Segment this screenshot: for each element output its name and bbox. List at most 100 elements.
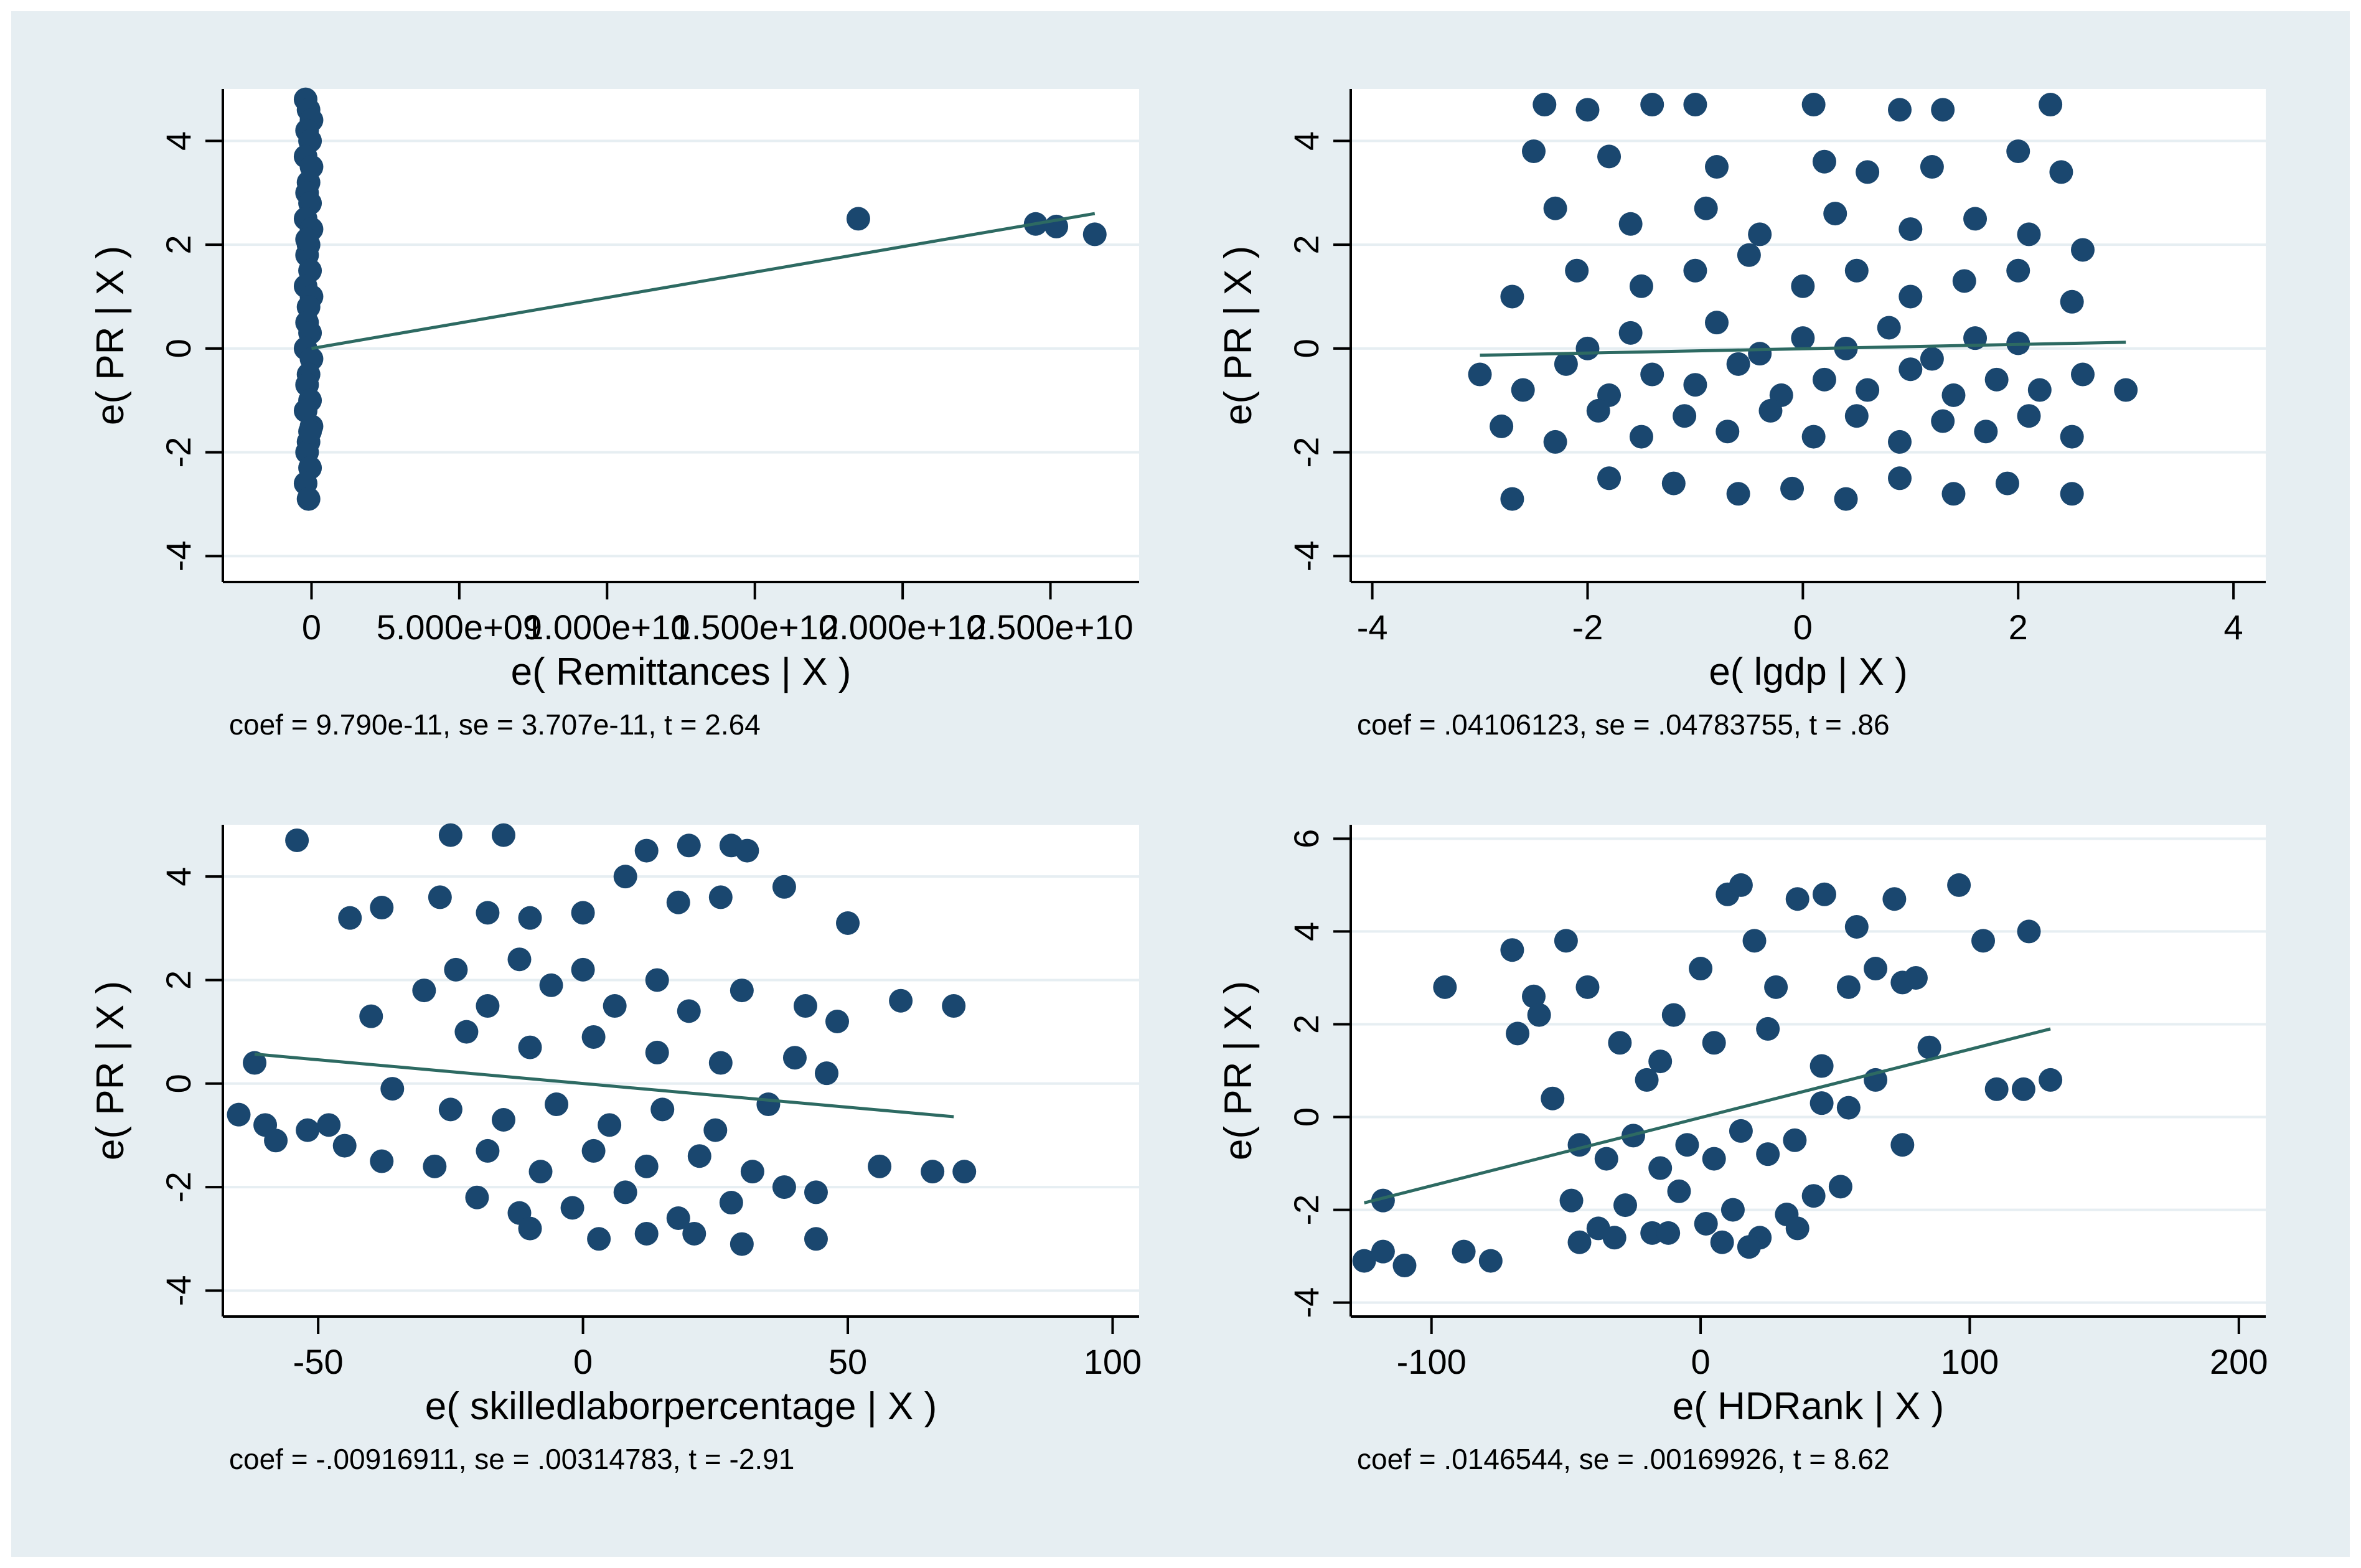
data-point <box>1995 471 2019 495</box>
data-point <box>1888 430 1912 454</box>
data-point <box>1931 409 1955 433</box>
data-point <box>412 979 436 1003</box>
data-point <box>2039 93 2063 117</box>
data-point <box>1941 482 1966 506</box>
data-point <box>2114 378 2138 402</box>
x-tick-label: 1.000e+10 <box>524 608 690 647</box>
y-ticks: -4 -2 0 2 4 <box>159 131 223 571</box>
data-point <box>1702 1031 1726 1055</box>
data-point <box>2017 222 2041 246</box>
regression-note: coef = .04106123, se = .04783755, t = .8… <box>1357 708 1890 741</box>
data-point <box>1478 1249 1503 1273</box>
fit-line <box>1480 340 2126 357</box>
data-point <box>1903 965 1928 990</box>
data-point <box>545 1092 569 1117</box>
x-tick-label: 5.000e+09 <box>377 608 542 647</box>
y-ticks: -4 -2 0 2 4 <box>1287 131 1351 571</box>
data-point <box>581 1138 606 1163</box>
data-point <box>1783 1128 1807 1152</box>
data-point <box>1888 98 1912 122</box>
y-tick-label: -4 <box>159 540 198 571</box>
data-point <box>1554 929 1578 953</box>
data-point <box>825 1010 850 1033</box>
data-point <box>518 1035 542 1059</box>
x-ticks: -50 0 50 100 <box>293 1317 1142 1381</box>
data-point <box>1920 347 1944 371</box>
x-axis-title: e( HDRank | X ) <box>1673 1385 1944 1428</box>
data-point <box>491 1108 515 1132</box>
data-point <box>296 1118 320 1142</box>
y-tick-label: -2 <box>1287 1195 1326 1226</box>
x-tick-label: 1.500e+10 <box>672 608 838 647</box>
data-point <box>921 1160 945 1184</box>
data-point <box>1952 269 1976 293</box>
data-point <box>1899 284 1923 309</box>
data-point <box>380 1077 405 1101</box>
data-point <box>476 901 500 925</box>
data-point <box>1490 414 1514 438</box>
data-point <box>1984 367 2009 392</box>
data-point <box>1791 274 1815 298</box>
data-point <box>438 823 462 847</box>
data-point <box>1710 1230 1734 1254</box>
data-point <box>1756 1016 1780 1041</box>
data-point <box>1864 957 1888 981</box>
data-point <box>952 1160 977 1184</box>
x-tick-label: -50 <box>293 1342 344 1381</box>
data-point <box>1809 1091 1834 1115</box>
x-tick-label: 0 <box>573 1342 593 1381</box>
data-point <box>227 1102 251 1127</box>
data-point <box>1877 316 1901 340</box>
x-axis-title: e( Remittances | X ) <box>511 650 852 693</box>
data-point <box>1661 1003 1686 1027</box>
data-point <box>518 906 542 930</box>
y-ticks: -4 -2 0 2 4 <box>159 867 223 1306</box>
y-tick-label: 2 <box>1287 1015 1326 1034</box>
data-point <box>317 1113 341 1137</box>
fit-line <box>1364 1027 2051 1204</box>
x-tick-label: -100 <box>1397 1342 1467 1381</box>
data-point <box>1543 196 1567 220</box>
data-point <box>1971 929 1996 953</box>
data-point <box>634 1154 659 1178</box>
data-point <box>793 994 817 1018</box>
data-point <box>1836 975 1861 999</box>
data-point <box>1791 326 1815 350</box>
panel-hdrank: -4 -2 0 2 4 6 -100 0 100 200 e( PR | X ) e( HDRa… <box>1217 825 2268 1475</box>
data-point <box>1082 222 1107 246</box>
data-point <box>1575 98 1600 122</box>
data-point <box>1812 367 1836 392</box>
data-point <box>740 1160 764 1184</box>
regression-note: coef = -.00916911, se = .00314783, t = -… <box>229 1443 794 1475</box>
data-point <box>1758 398 1783 423</box>
data-point <box>1565 258 1589 283</box>
data-point <box>587 1227 611 1251</box>
data-point <box>1801 1184 1826 1208</box>
data-point <box>682 1221 706 1246</box>
data-point <box>1533 93 1557 117</box>
data-point <box>666 1206 690 1230</box>
data-point <box>1522 984 1546 1008</box>
x-tick-label: 0 <box>1793 608 1813 647</box>
y-tick-label: -4 <box>1287 540 1326 571</box>
data-point <box>1527 1003 1551 1027</box>
data-point <box>1543 430 1567 454</box>
data-point <box>1648 1156 1673 1180</box>
data-point <box>677 999 701 1023</box>
data-point <box>1716 420 1740 444</box>
data-point <box>1947 873 1971 897</box>
data-point <box>1737 243 1761 267</box>
data-point <box>1371 1239 1395 1264</box>
y-axis-title: e( PR | X ) <box>89 981 132 1160</box>
data-point <box>1602 1226 1626 1250</box>
data-point <box>359 1004 383 1028</box>
data-point <box>476 994 500 1018</box>
data-point <box>613 1180 637 1204</box>
data-point <box>1856 160 1880 184</box>
data-point <box>438 1097 462 1122</box>
x-tick-label: 0 <box>1691 1342 1710 1381</box>
data-point <box>1586 398 1610 423</box>
fit-line <box>311 212 1096 350</box>
data-point <box>1559 1188 1584 1213</box>
data-point <box>1522 139 1546 164</box>
